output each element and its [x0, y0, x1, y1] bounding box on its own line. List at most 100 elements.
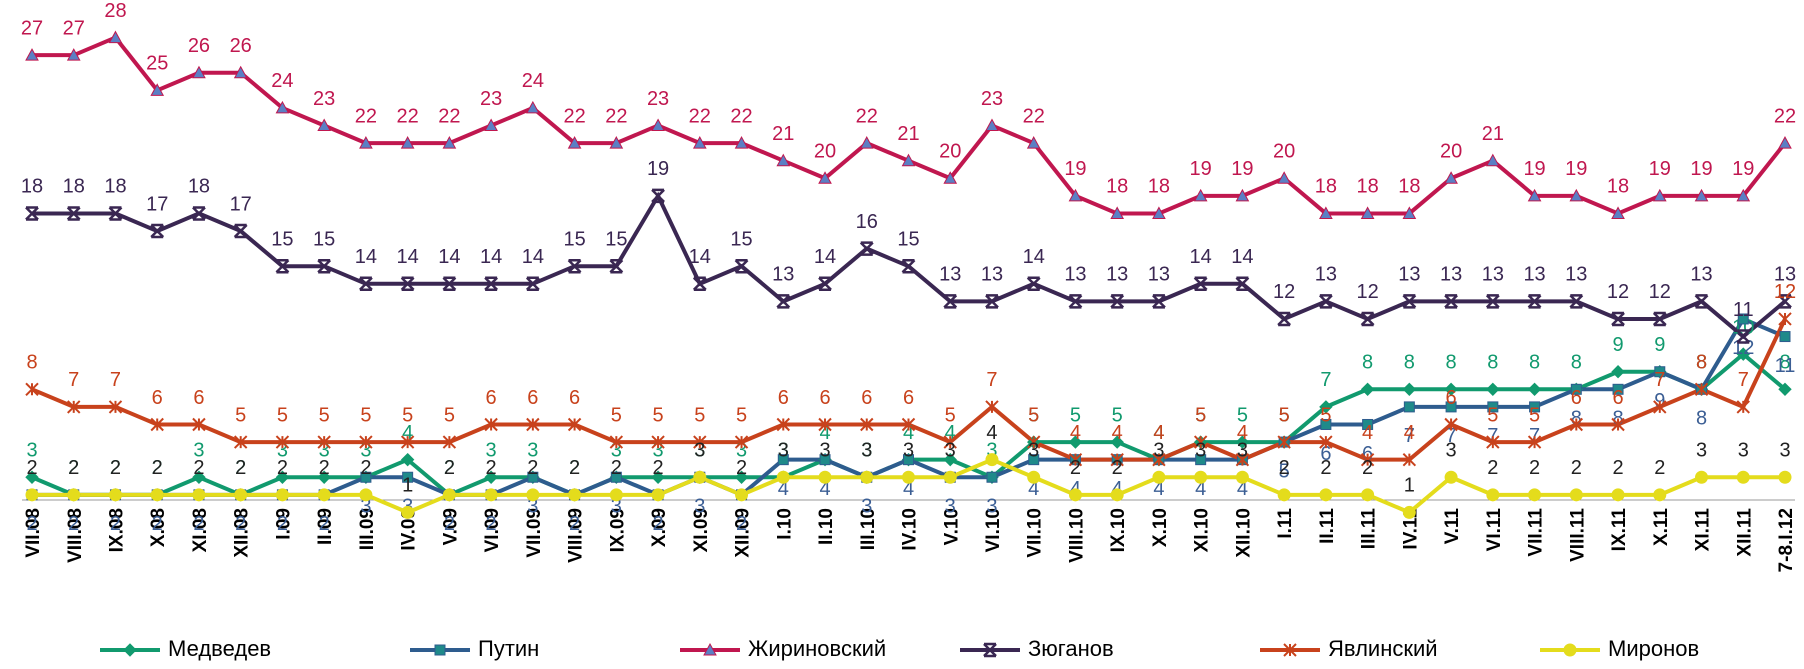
- legend-label: Медведев: [168, 636, 271, 661]
- marker: [943, 294, 958, 309]
- data-label: 2: [68, 457, 79, 479]
- data-label: 2: [360, 457, 371, 479]
- data-label: 3: [1237, 440, 1248, 462]
- marker: [526, 100, 540, 114]
- marker: [275, 488, 289, 502]
- data-label: 5: [235, 404, 246, 426]
- marker: [985, 294, 999, 309]
- data-label: 13: [981, 264, 1003, 286]
- marker: [1570, 383, 1582, 395]
- data-label: 5: [694, 404, 705, 426]
- marker: [1569, 188, 1584, 202]
- marker: [693, 470, 707, 484]
- marker: [609, 435, 624, 449]
- data-label: 15: [605, 228, 627, 250]
- data-label: 4: [1195, 478, 1206, 500]
- data-label: 13: [1774, 264, 1796, 286]
- data-label: 3: [1779, 440, 1790, 462]
- marker: [1486, 435, 1500, 449]
- data-label: 18: [188, 176, 210, 198]
- marker: [1319, 400, 1333, 414]
- marker: [1320, 418, 1332, 430]
- marker: [400, 452, 415, 467]
- marker: [150, 83, 165, 96]
- data-label: 13: [1064, 264, 1086, 286]
- x-tick-label: X.08: [148, 508, 169, 547]
- data-label: 4: [402, 422, 413, 444]
- marker: [1402, 452, 1417, 467]
- marker: [1563, 643, 1577, 657]
- marker: [67, 488, 81, 502]
- data-label: 25: [146, 53, 168, 75]
- marker: [860, 470, 874, 484]
- marker: [734, 136, 749, 149]
- data-label: 4: [1362, 422, 1373, 444]
- data-label: 24: [271, 70, 293, 92]
- marker: [1486, 382, 1500, 397]
- marker: [943, 470, 957, 484]
- marker: [401, 505, 415, 519]
- data-label: 20: [939, 141, 961, 163]
- data-label: 11: [1733, 299, 1754, 321]
- x-tick-label: II.11: [1317, 508, 1338, 544]
- data-label: 2: [444, 457, 455, 479]
- legend-item: Явлинский: [1260, 636, 1438, 661]
- x-tick-label: XII.10: [1233, 508, 1254, 558]
- x-tick-label: VI.10: [983, 508, 1004, 552]
- data-label: 3: [861, 440, 872, 462]
- data-label: 17: [146, 193, 168, 215]
- legend-item: Зюганов: [960, 636, 1114, 661]
- data-label: 8: [1487, 352, 1498, 374]
- x-tick-label: III.11: [1359, 508, 1380, 550]
- marker: [1235, 470, 1249, 484]
- marker: [776, 294, 791, 309]
- data-label: 12: [1649, 281, 1671, 303]
- marker: [1653, 400, 1667, 414]
- marker: [275, 258, 290, 274]
- marker: [442, 276, 457, 292]
- marker: [1778, 470, 1792, 484]
- data-label: 19: [1190, 158, 1212, 180]
- data-label: 14: [355, 246, 377, 268]
- x-tick-label: VIII.10: [1066, 508, 1087, 563]
- marker: [150, 223, 165, 239]
- data-label: 8: [1529, 352, 1540, 374]
- data-label: 13: [1106, 264, 1128, 286]
- data-label: 2: [319, 457, 330, 479]
- marker: [1277, 311, 1292, 327]
- marker: [1529, 401, 1541, 413]
- data-label: 4: [945, 422, 956, 444]
- data-label: 3: [1153, 440, 1164, 462]
- marker: [1611, 417, 1625, 432]
- data-label: 22: [438, 105, 460, 127]
- data-label: 8: [1404, 352, 1415, 374]
- data-label: 4: [778, 478, 789, 500]
- data-label: 3: [611, 440, 622, 462]
- x-tick-label: I.09: [273, 508, 294, 540]
- x-tick-label: I.10: [774, 508, 795, 540]
- x-tick-label: XII.08: [232, 508, 253, 558]
- x-tick-label: IV.09: [399, 508, 420, 551]
- data-label: 2: [277, 513, 288, 535]
- marker: [567, 136, 582, 149]
- data-label: 17: [230, 193, 252, 215]
- data-label: 3: [819, 440, 830, 462]
- marker: [567, 258, 582, 274]
- marker: [1110, 452, 1124, 467]
- data-label: 28: [104, 0, 126, 22]
- data-label: 2: [68, 513, 79, 535]
- data-label: 8: [1696, 352, 1707, 374]
- marker: [1402, 505, 1416, 519]
- legend-item: Медведев: [100, 636, 271, 661]
- data-label: 5: [1195, 404, 1206, 426]
- marker: [1068, 188, 1083, 202]
- marker: [1068, 435, 1083, 449]
- marker: [526, 417, 540, 432]
- marker: [400, 136, 415, 149]
- data-label: 6: [569, 387, 580, 409]
- marker: [1110, 488, 1124, 502]
- data-label: 3: [26, 440, 37, 462]
- marker: [1362, 418, 1374, 430]
- data-label: 5: [360, 404, 371, 426]
- x-tick-label: VII.09: [524, 508, 545, 558]
